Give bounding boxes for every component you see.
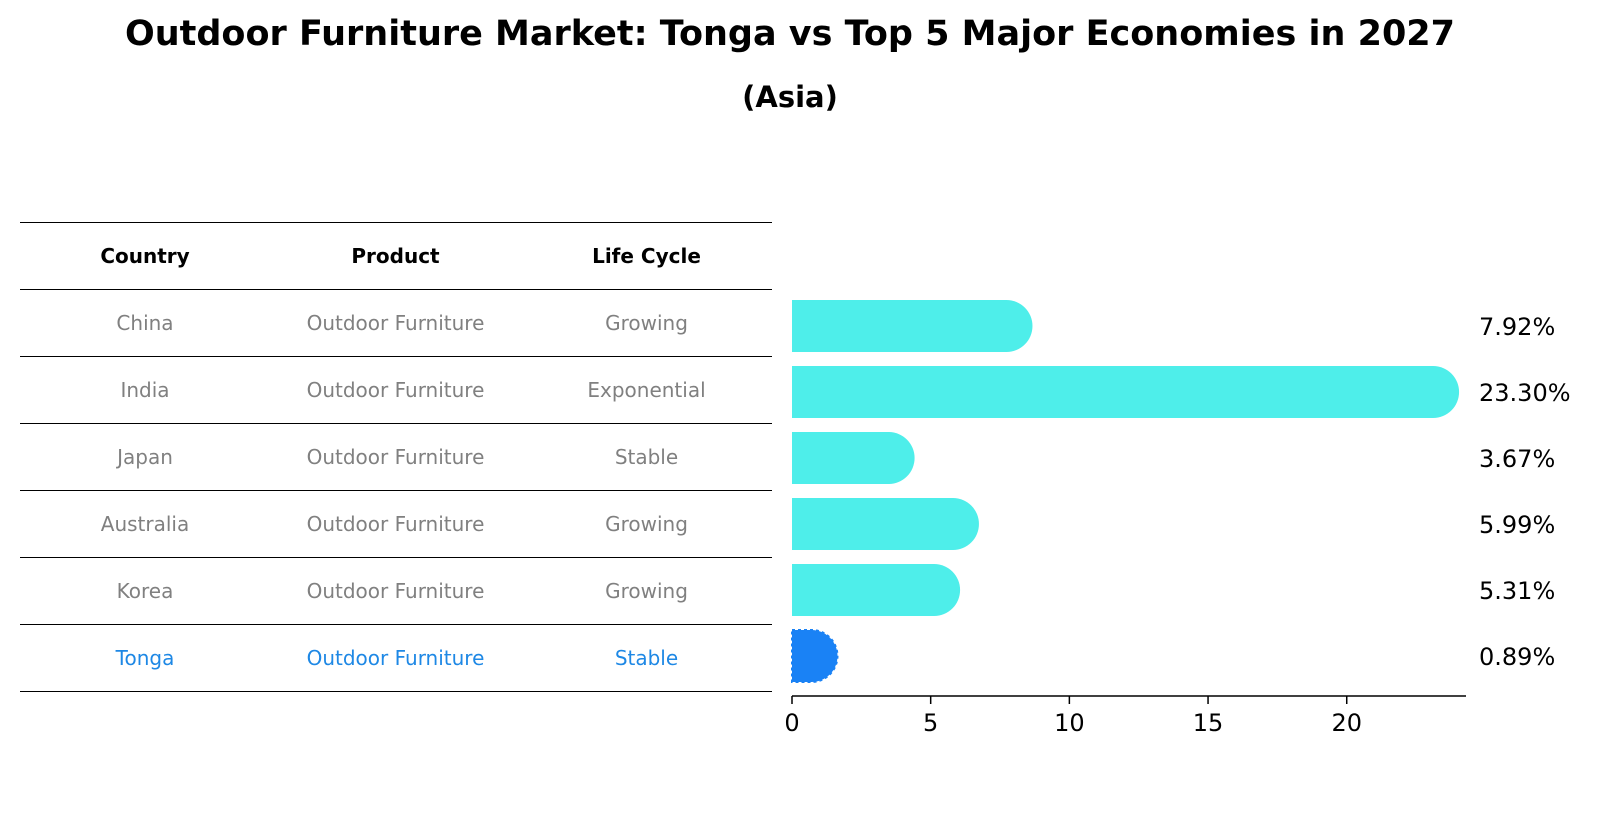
bar-value-label: 5.99% (1479, 511, 1555, 539)
x-tick-label: 0 (784, 709, 799, 737)
bar-value-label: 5.31% (1479, 577, 1555, 605)
table-row: Korea Outdoor Furniture Growing (20, 557, 772, 624)
table-row: India Outdoor Furniture Exponential (20, 356, 772, 423)
cell-life-cycle: Growing (605, 311, 688, 335)
cell-country: China (116, 311, 174, 335)
cell-country: Korea (116, 579, 174, 603)
header-life-cycle: Life Cycle (592, 244, 701, 268)
bar-korea (792, 564, 961, 616)
cell-product: Outdoor Furniture (306, 646, 485, 670)
cell-product: Outdoor Furniture (306, 378, 485, 402)
header-country: Country (100, 244, 190, 268)
chart-subtitle: (Asia) (742, 80, 838, 114)
x-tick-label: 20 (1331, 709, 1362, 737)
cell-country: Japan (117, 445, 173, 469)
cell-life-cycle: Growing (605, 579, 688, 603)
bar-australia (792, 498, 979, 550)
bar-value-label: 7.92% (1479, 313, 1555, 341)
cell-country: Tonga (115, 646, 175, 670)
table-header-row: Country Product Life Cycle (20, 222, 772, 289)
bar-value-label: 23.30% (1479, 379, 1571, 407)
cell-country: India (120, 378, 170, 402)
cell-country: Australia (100, 512, 190, 536)
bar-tonga (791, 629, 839, 683)
x-tick-label: 15 (1193, 709, 1224, 737)
table-row: Australia Outdoor Furniture Growing (20, 490, 772, 557)
cell-life-cycle: Stable (614, 445, 679, 469)
cell-product: Outdoor Furniture (306, 311, 485, 335)
x-tick-label: 5 (923, 709, 938, 737)
cell-life-cycle: Exponential (587, 378, 706, 402)
cell-life-cycle: Stable (614, 646, 679, 670)
cell-product: Outdoor Furniture (306, 512, 485, 536)
cell-product: Outdoor Furniture (306, 579, 485, 603)
bar-value-label: 3.67% (1479, 445, 1555, 473)
header-product: Product (351, 244, 440, 268)
chart-title: Outdoor Furniture Market: Tonga vs Top 5… (124, 14, 1456, 54)
bar-india (792, 366, 1460, 418)
table-row: China Outdoor Furniture Growing (20, 289, 772, 356)
cell-product: Outdoor Furniture (306, 445, 485, 469)
x-tick-label: 10 (1054, 709, 1085, 737)
table-row: Japan Outdoor Furniture Stable (20, 423, 772, 490)
bar-value-label: 0.89% (1479, 643, 1555, 671)
table-row-highlighted: Tonga Outdoor Furniture Stable (20, 624, 772, 692)
bar-japan (792, 432, 915, 484)
bar-china (792, 300, 1033, 352)
data-table: Country Product Life Cycle China Outdoor… (20, 222, 772, 692)
cell-life-cycle: Growing (605, 512, 688, 536)
